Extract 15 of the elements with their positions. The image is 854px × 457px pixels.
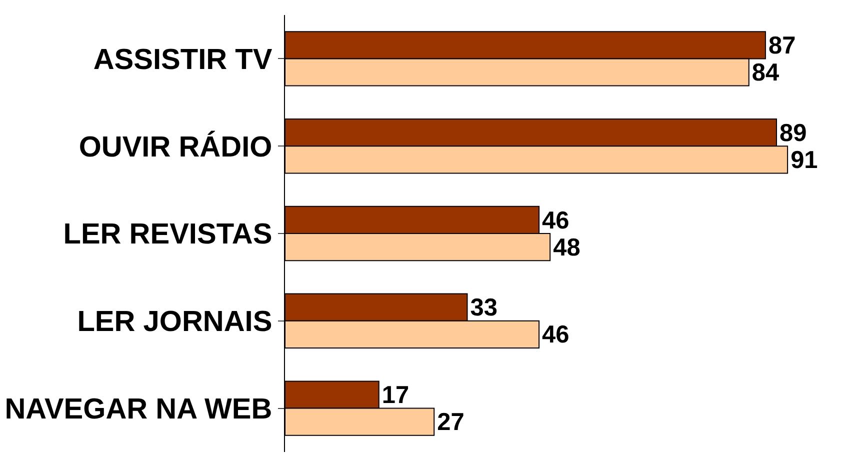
data-label: 87 bbox=[768, 32, 796, 60]
data-label: 27 bbox=[437, 409, 464, 436]
data-label: 46 bbox=[542, 322, 570, 349]
data-label: 33 bbox=[470, 294, 498, 322]
y-tick-label: ASSISTIR TV bbox=[93, 44, 273, 76]
data-label: 84 bbox=[752, 60, 780, 87]
y-tick-label: LER REVISTAS bbox=[63, 218, 272, 251]
data-label: 46 bbox=[542, 207, 570, 234]
data-label: 48 bbox=[553, 234, 580, 262]
y-tick-label: NAVEGAR NA WEB bbox=[4, 393, 272, 426]
data-label: 91 bbox=[790, 146, 818, 174]
y-tick-label: OUVIR RÁDIO bbox=[78, 130, 272, 164]
data-label: 17 bbox=[382, 382, 410, 410]
y-tick-label: LER JORNAIS bbox=[77, 306, 272, 338]
data-label: 89 bbox=[780, 120, 807, 147]
